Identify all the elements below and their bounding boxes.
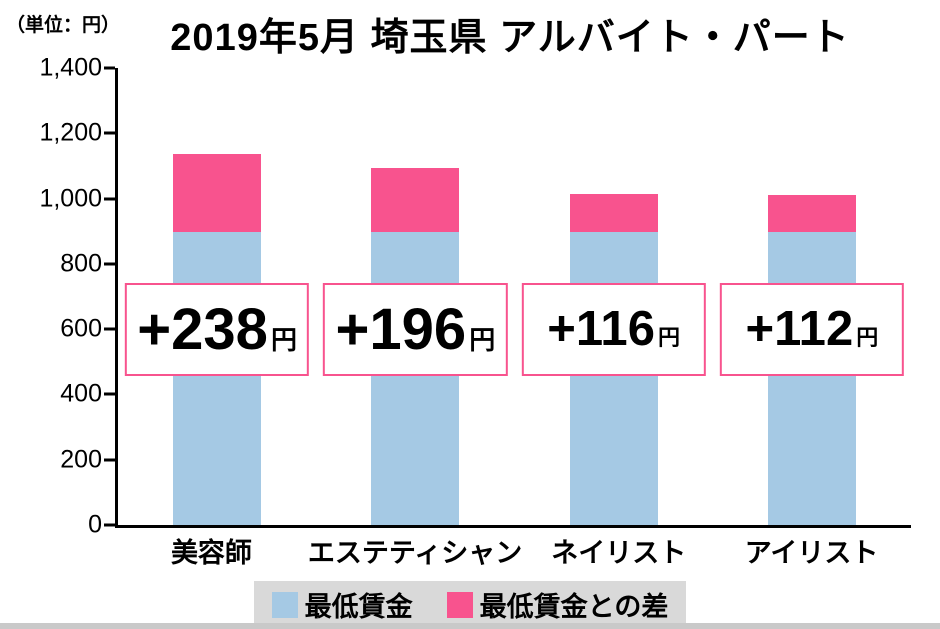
difference-value: +112 xyxy=(745,302,854,357)
category-label: 美容師 xyxy=(170,538,252,568)
y-tick-mark xyxy=(104,131,115,135)
bar-segment-difference xyxy=(173,154,262,232)
bar-segment-difference xyxy=(767,195,856,232)
difference-value: +116 xyxy=(547,302,655,357)
bar-column: +196 円 xyxy=(316,68,514,525)
chart-title: 2019年5月 埼玉県 アルバイト・パート xyxy=(170,17,850,59)
legend-label: 最低賃金との差 xyxy=(479,592,669,622)
y-tick-mark xyxy=(104,197,115,201)
y-tick-label: 800 xyxy=(60,249,102,278)
y-tick-label: 1,400 xyxy=(39,53,102,82)
y-tick-mark xyxy=(104,66,115,70)
stacked-bar xyxy=(173,68,262,525)
plot-area: +238 円 +196 円 +116 円 +112 円 0 200 400 600 800 1,000 1… xyxy=(39,55,911,537)
difference-unit: 円 xyxy=(270,324,297,355)
difference-value: +238 xyxy=(137,296,268,362)
legend-band: 最低賃金 最低賃金との差 xyxy=(253,581,687,628)
y-tick-label: 400 xyxy=(60,379,102,408)
bar-segment-min-wage xyxy=(371,231,460,525)
y-tick-mark xyxy=(104,392,115,396)
difference-unit: 円 xyxy=(856,325,879,351)
difference-callout: +196 円 xyxy=(323,282,508,377)
y-tick-label: 600 xyxy=(60,314,102,343)
legend-swatch xyxy=(446,591,473,618)
legend-item: 最低賃金との差 xyxy=(446,585,669,624)
y-tick-mark xyxy=(104,327,115,331)
bar-columns: +238 円 +196 円 +116 円 +112 円 xyxy=(118,68,911,525)
difference-text: +112 円 xyxy=(746,305,879,354)
bottom-strip xyxy=(0,623,940,629)
unit-label: （単位：円） xyxy=(6,15,121,36)
difference-callout: +116 円 xyxy=(521,282,706,377)
difference-unit: 円 xyxy=(657,325,680,351)
bar-segment-difference xyxy=(569,194,658,232)
y-tick-label: 1,000 xyxy=(39,184,102,213)
difference-unit: 円 xyxy=(469,324,496,355)
legend: 最低賃金 最低賃金との差 xyxy=(0,581,940,628)
difference-text: +238 円 xyxy=(137,300,297,359)
y-tick-label: 0 xyxy=(88,510,102,539)
y-tick-mark xyxy=(104,262,115,266)
legend-item: 最低賃金 xyxy=(271,585,413,624)
stacked-bar xyxy=(767,68,856,525)
y-tick-label: 200 xyxy=(60,445,102,474)
bar-column: +116 円 xyxy=(515,68,713,525)
bar-segment-min-wage xyxy=(173,231,262,525)
difference-value: +196 xyxy=(335,296,467,362)
y-tick-label: 1,200 xyxy=(39,118,102,147)
category-label: エステティシャン xyxy=(307,538,523,568)
bar-column: +112 円 xyxy=(713,68,911,525)
difference-callout: +238 円 xyxy=(124,282,310,377)
y-tick-mark xyxy=(104,523,115,527)
legend-swatch xyxy=(271,591,298,618)
category-labels: 美容師 エステティシャン ネイリスト アイリスト xyxy=(115,531,908,570)
category-label: アイリスト xyxy=(744,538,879,568)
difference-text: +196 円 xyxy=(336,300,496,359)
difference-callout: +112 円 xyxy=(719,282,905,377)
bar-column: +238 円 xyxy=(118,68,316,525)
difference-text: +116 円 xyxy=(547,305,680,354)
bar-segment-min-wage xyxy=(767,231,856,525)
legend-label: 最低賃金 xyxy=(304,592,413,622)
stacked-bar xyxy=(569,68,658,525)
bar-segment-min-wage xyxy=(569,231,658,525)
category-label: ネイリスト xyxy=(551,538,687,568)
y-tick-mark xyxy=(104,458,115,462)
bar-segment-difference xyxy=(371,167,460,232)
stacked-bar xyxy=(371,68,460,525)
